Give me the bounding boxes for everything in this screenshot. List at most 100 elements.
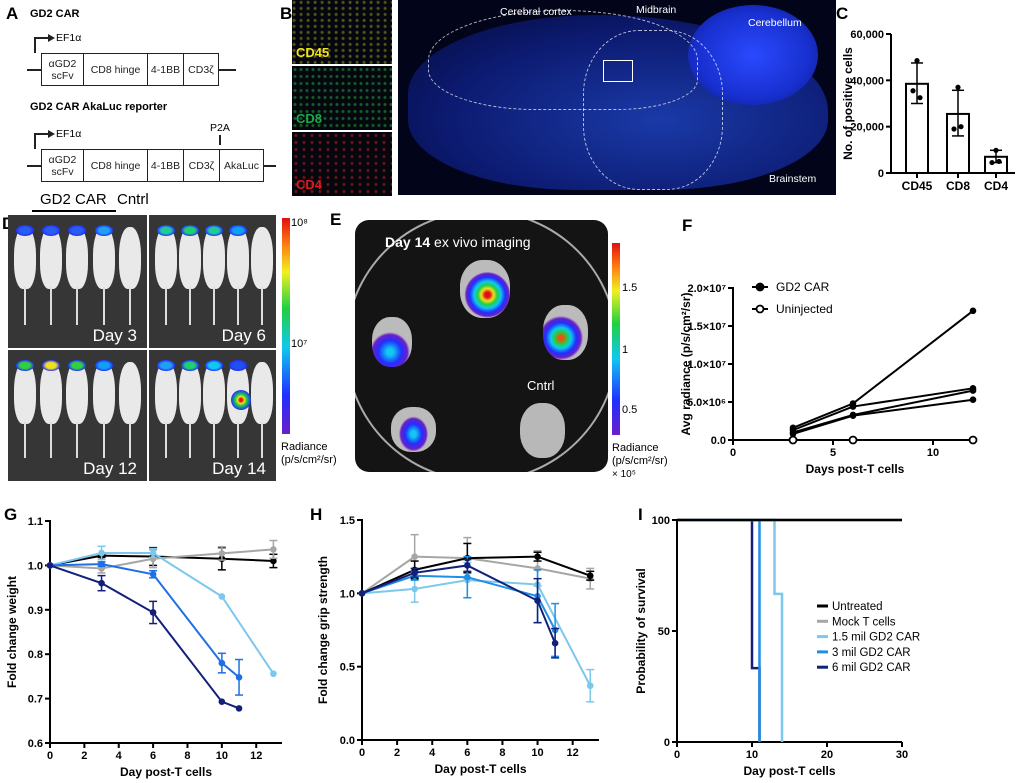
signal-spot	[204, 360, 223, 371]
data-point	[910, 88, 916, 94]
panel-label-e: E	[330, 210, 342, 229]
data-point	[917, 95, 923, 101]
data-point	[849, 403, 857, 410]
legend-marker	[755, 282, 765, 292]
y-tick-label: 0.6	[28, 738, 43, 750]
series-line	[792, 310, 974, 429]
series-line	[49, 564, 240, 710]
survival-curve	[677, 518, 761, 742]
data-point	[98, 549, 105, 557]
x-tick-label: 20	[821, 749, 833, 761]
panel-label-h: H	[310, 505, 323, 524]
data-point	[586, 572, 594, 580]
construct1-title: GD2 CAR	[30, 8, 80, 20]
ex-vivo-colorbar-tick: 0.5	[622, 404, 638, 416]
series-line	[49, 551, 275, 675]
data-point	[849, 412, 857, 419]
x-tick-label: 4	[429, 747, 436, 759]
segment-41bb: 4-1BB	[147, 53, 184, 86]
data-point	[464, 562, 471, 569]
day-label: Day 12	[83, 459, 137, 478]
y-axis-label: No. of positive cells	[841, 47, 855, 160]
y-tick-label: 1.0×10⁷	[688, 359, 727, 371]
mouse	[250, 227, 273, 289]
survival-curve	[677, 518, 761, 742]
x-tick-label: 0	[359, 747, 365, 759]
panel-label-g: G	[4, 505, 18, 524]
bioluminescence-image: Day 14	[149, 350, 276, 481]
data-point	[270, 557, 277, 565]
segment-cd3z: CD3ζ	[183, 53, 219, 86]
data-point	[464, 573, 471, 581]
panel-label-i: I	[638, 505, 643, 524]
signal-spot	[228, 225, 247, 236]
y-tick-label: 0.9	[28, 605, 43, 617]
x-tick-label: CD8	[946, 179, 970, 193]
data-point	[411, 585, 418, 593]
y-tick-label: 40,000	[850, 75, 884, 87]
control-group-label: Cntrl	[117, 191, 149, 208]
x-tick-label: 6	[464, 747, 470, 759]
promoter-label: EF1α	[56, 32, 82, 44]
data-point	[235, 673, 243, 681]
segment-akaluc: AkaLuc	[219, 149, 264, 182]
signal-spot	[204, 225, 223, 236]
y-tick-label: 50	[658, 626, 670, 638]
y-tick-label: 1.0	[340, 588, 355, 600]
data-point	[411, 553, 418, 560]
region-cerebral-cortex: Cerebral cortex	[500, 6, 572, 18]
y-tick-label: 2.0×10⁷	[688, 283, 727, 295]
y-tick-label: 0.5	[340, 662, 355, 674]
signal-spot	[68, 225, 87, 236]
x-tick-label: CD45	[902, 179, 933, 193]
mouse	[178, 227, 201, 289]
legend-label: 1.5 mil GD2 CAR	[832, 632, 920, 644]
y-tick-label: 0.8	[28, 649, 43, 661]
y-tick-label: 5.0×10⁶	[687, 397, 726, 409]
y-tick-label: 1.5×10⁷	[688, 321, 727, 333]
data-point	[848, 435, 858, 445]
data-point	[149, 549, 157, 557]
data-point	[411, 569, 418, 577]
panel-label-c: C	[836, 4, 849, 23]
mouse	[92, 227, 115, 289]
data-point	[551, 639, 559, 647]
x-tick-label: 0	[47, 750, 53, 762]
data-point	[218, 593, 226, 600]
brain-4	[391, 407, 436, 452]
mouse	[118, 227, 141, 289]
data-point	[270, 670, 277, 678]
x-tick-label: 10	[746, 749, 758, 761]
data-point	[968, 435, 978, 445]
signal-spot	[42, 360, 61, 371]
x-tick-label: 6	[150, 750, 156, 762]
y-tick-label: 0	[664, 737, 670, 749]
data-point	[98, 579, 105, 587]
data-point	[969, 396, 977, 404]
x-tick-label: 12	[250, 750, 262, 762]
y-tick-label: 1.5	[340, 515, 355, 527]
data-point	[218, 659, 226, 667]
data-point	[149, 570, 157, 578]
y-axis-label: Avg radiance (p/s/cm²/sr)	[679, 293, 693, 436]
x-tick-label: 4	[116, 750, 123, 762]
mouse	[155, 362, 177, 424]
cd4-stain-image: CD4	[292, 132, 392, 196]
day-label: Day 3	[92, 326, 137, 345]
y-tick-label: 0.0	[711, 435, 726, 447]
region-midbrain: Midbrain	[636, 4, 677, 16]
signal-spot	[16, 225, 34, 236]
y-axis-label: Fold change weight	[5, 576, 19, 688]
brain-section-image: Cerebral cortex Midbrain Cerebellum Brai…	[398, 0, 836, 195]
cd45-label: CD45	[296, 45, 330, 60]
signal-spot	[16, 360, 34, 371]
legend-marker	[755, 304, 765, 314]
data-point	[235, 705, 243, 712]
segment-cd3z: CD3ζ	[183, 149, 220, 182]
ex-vivo-colorbar-title: Radiance	[612, 442, 659, 454]
mouse	[155, 227, 177, 289]
brain-1	[460, 260, 510, 318]
bioluminescence-image: Day 6	[149, 215, 276, 348]
panel-label-a: A	[6, 4, 19, 23]
